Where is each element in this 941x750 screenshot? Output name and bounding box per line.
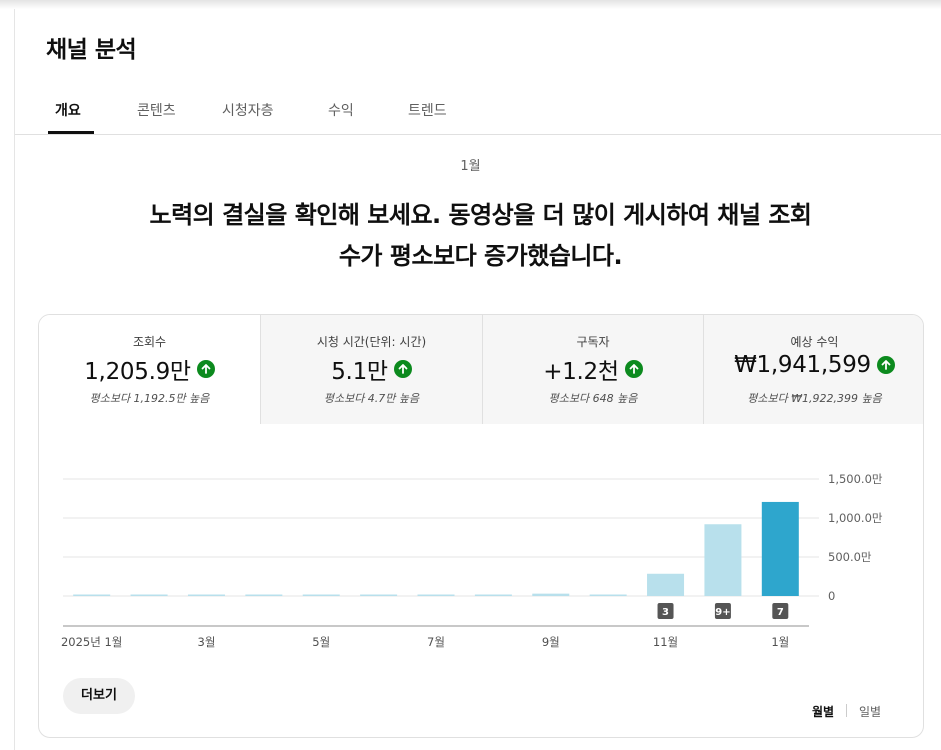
- chart-bar: [245, 594, 283, 596]
- chart-bar: [474, 594, 512, 596]
- metric-comparison: 평소보다 ₩1,922,399 높음: [747, 392, 882, 405]
- metric-label: 시청 시간(단위: 시간): [316, 335, 427, 349]
- video-count-label: 3: [662, 607, 669, 618]
- x-tick-label: 2025년 1월: [61, 635, 122, 649]
- chart-bar: [532, 593, 570, 596]
- chart-bar: [302, 594, 340, 596]
- chart-bar: [187, 594, 225, 596]
- chart-bar: [360, 594, 398, 596]
- arrow-up-icon: [876, 356, 895, 374]
- metric-comparison: 평소보다 648 높음: [548, 392, 638, 405]
- video-count-badge: [714, 603, 731, 619]
- video-count-badge: [772, 603, 789, 619]
- views-bar-chart: 1,500.0만 1,000.0만 500.0만 0 3 9+ 7 2025년 1월 3월 5월 7…: [61, 472, 883, 649]
- chart-bar: [704, 524, 742, 596]
- tab-trends[interactable]: 트렌드: [408, 103, 447, 119]
- toggle-divider: [846, 704, 847, 717]
- metric-label: 예상 수익: [790, 335, 839, 349]
- x-tick-label: 9월: [542, 635, 560, 649]
- arrow-up-icon: [393, 360, 412, 378]
- metric-value: ₩1,941,599: [734, 352, 871, 378]
- metric-label: 구독자: [576, 335, 610, 349]
- y-tick-label: 0: [828, 589, 835, 603]
- video-count-badge: [657, 603, 674, 619]
- left-divider: [14, 9, 15, 750]
- headline-line-1: 노력의 결실을 확인해 보세요. 동영상을 더 많이 게시하여 채널 조회: [149, 201, 812, 229]
- x-tick-label: 1월: [771, 635, 789, 649]
- video-count-label: 9+: [715, 607, 730, 618]
- chart-bar: [130, 594, 168, 596]
- chart-bar: [417, 594, 455, 596]
- video-count-label: 7: [777, 607, 784, 618]
- metric-watch-time[interactable]: 시청 시간(단위: 시간) 5.1만 평소보다 4.7만 높음: [260, 315, 482, 424]
- metric-value: +1.2천: [543, 359, 619, 385]
- metric-comparison: 평소보다 1,192.5만 높음: [89, 392, 210, 405]
- arrow-up-icon: [624, 360, 643, 378]
- metric-estimated-revenue[interactable]: 예상 수익 ₩1,941,599 평소보다 ₩1,922,399 높음: [703, 315, 923, 424]
- page-title: 채널 분석: [46, 37, 137, 63]
- metric-subscribers[interactable]: 구독자 +1.2천 평소보다 648 높음: [482, 315, 703, 424]
- tab-content[interactable]: 콘텐츠: [137, 103, 176, 119]
- tab-overview[interactable]: 개요: [55, 103, 81, 119]
- metric-comparison: 평소보다 4.7만 높음: [323, 392, 420, 405]
- active-tab-indicator: [48, 131, 94, 134]
- headline-line-2: 수가 평소보다 증가했습니다.: [338, 242, 623, 270]
- metric-tabs: 조회수 1,205.9만 평소보다 1,192.5만 높음 시청 시간(단위: …: [39, 315, 923, 424]
- y-tick-label: 500.0만: [828, 550, 872, 564]
- chart-bar: [647, 573, 685, 596]
- monthly-toggle[interactable]: 월별: [812, 705, 835, 719]
- analytics-tabs: 개요 콘텐츠 시청자층 수익 트렌드: [15, 90, 941, 135]
- x-tick-label: 11월: [653, 635, 678, 649]
- metric-value: 5.1만: [331, 359, 388, 385]
- metric-label: 조회수: [132, 335, 167, 349]
- metrics-card: 조회수 1,205.9만 평소보다 1,192.5만 높음 시청 시간(단위: …: [38, 314, 924, 738]
- metric-views[interactable]: 조회수 1,205.9만 평소보다 1,192.5만 높음: [39, 315, 260, 424]
- insight-headline: 노력의 결실을 확인해 보세요. 동영상을 더 많이 게시하여 채널 조회 수가…: [60, 195, 901, 277]
- arrow-up-icon: [196, 360, 215, 378]
- y-tick-label: 1,500.0만: [828, 472, 883, 486]
- top-shadow: [0, 0, 941, 9]
- chart-bar: [589, 594, 627, 596]
- y-tick-label: 1,000.0만: [828, 511, 883, 525]
- see-more-button[interactable]: 더보기: [63, 678, 135, 714]
- chart-bar: [73, 594, 111, 596]
- tab-audience[interactable]: 시청자층: [222, 103, 274, 119]
- metric-value: 1,205.9만: [84, 359, 191, 385]
- daily-toggle[interactable]: 일별: [859, 705, 882, 719]
- tab-revenue[interactable]: 수익: [328, 103, 354, 119]
- x-tick-label: 7월: [427, 635, 445, 649]
- x-tick-label: 5월: [312, 635, 330, 649]
- chart-bar: [761, 501, 799, 596]
- x-tick-label: 3월: [198, 635, 216, 649]
- period-label: 1월: [460, 159, 481, 174]
